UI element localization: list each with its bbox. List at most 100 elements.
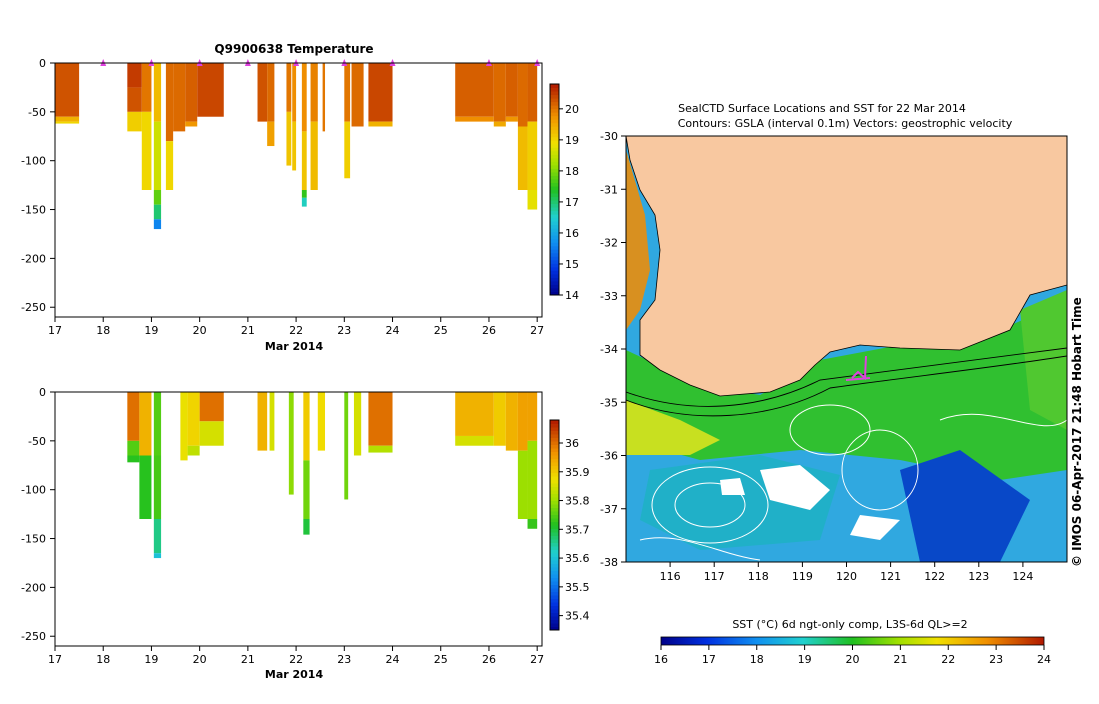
colorbar-cell-57 xyxy=(550,91,559,96)
landmass xyxy=(626,136,1067,397)
colorbar-cell-16 xyxy=(550,235,559,240)
profile-22-segment-0 xyxy=(527,63,538,122)
temperature-axes: 17 18 19 20 21 22 23 24 25 26 27 0 -50 -100 -150 -200 -2… xyxy=(21,57,544,337)
profile-14-segment-0 xyxy=(455,392,494,436)
x-tick-label-21: 21 xyxy=(241,653,255,666)
salinity-profiles xyxy=(127,392,538,559)
colorbar-cell-6 xyxy=(550,270,559,275)
map-cbar-tick-label-24: 24 xyxy=(1037,653,1051,666)
colorbar-cell-53 xyxy=(550,105,559,110)
profile-1-segment-2 xyxy=(127,111,142,132)
colorbar-cell-40 xyxy=(550,150,559,155)
x-tick-label-19: 19 xyxy=(144,324,158,337)
profile-11-segment-0 xyxy=(292,63,297,122)
colorbar-cell-52 xyxy=(550,108,559,113)
map-x-tick-label-119: 119 xyxy=(792,570,813,583)
colorbar-cell-34 xyxy=(550,507,559,512)
profile-7-segment-0 xyxy=(269,392,275,451)
profile-14-segment-0 xyxy=(322,63,326,132)
map-y-tick-label--36: -36 xyxy=(600,450,618,463)
salinity-plot-frame xyxy=(54,391,543,647)
profile-2-segment-0 xyxy=(153,392,162,456)
map-title-line2: Contours: GSLA (interval 0.1m) Vectors: … xyxy=(678,117,1013,130)
profile-10-segment-1 xyxy=(286,111,292,166)
profile-22-segment-2 xyxy=(527,190,538,210)
colorbar-cell-38 xyxy=(550,493,559,498)
colorbar-frame xyxy=(549,419,560,631)
ship-track xyxy=(845,355,871,381)
colorbar-cell-56 xyxy=(550,430,559,435)
x-tick-label-19: 19 xyxy=(144,653,158,666)
y-tick-label--150: -150 xyxy=(21,533,46,546)
colorbar-cell-20 xyxy=(550,556,559,561)
colorbar-cell-13 xyxy=(550,581,559,585)
profile-15-segment-0 xyxy=(493,392,506,446)
y-tick-label--250: -250 xyxy=(21,301,46,314)
profile-15-segment-1 xyxy=(344,121,351,179)
colorbar-cell-47 xyxy=(550,126,559,131)
profile-13-segment-1 xyxy=(368,445,393,453)
map-x-tick-label-123: 123 xyxy=(968,570,989,583)
profile-0-segment-1 xyxy=(55,116,80,122)
colorbar-cell-14 xyxy=(550,242,559,247)
temperature-xlabel: Mar 2014 xyxy=(265,340,324,353)
profile-6-segment-0 xyxy=(185,63,198,122)
colorbar-cell-29 xyxy=(550,189,559,194)
map-y-tick-label--38: -38 xyxy=(600,556,618,569)
profile-11-segment-1 xyxy=(292,121,297,171)
map-y-tick-label--34: -34 xyxy=(600,343,618,356)
profile-9-segment-0 xyxy=(267,63,275,122)
colorbar-cell-14 xyxy=(550,577,559,582)
colorbar-cell-5 xyxy=(550,273,559,278)
profile-4-segment-0 xyxy=(165,63,174,142)
colorbar-cell-9 xyxy=(550,259,559,264)
colorbar-cell-3 xyxy=(550,616,559,620)
colorbar-cell-57 xyxy=(550,427,559,431)
colorbar-cell-47 xyxy=(550,462,559,466)
colorbar-tick-label-35.8: 35.8 xyxy=(565,495,590,508)
profile-16-segment-0 xyxy=(505,392,518,451)
profile-5-segment-0 xyxy=(173,63,186,132)
colorbar-cell-18 xyxy=(550,563,559,568)
colorbar-cell-21 xyxy=(550,553,559,557)
colorbar-cell-28 xyxy=(550,528,559,533)
x-tick-label-20: 20 xyxy=(193,653,207,666)
y-tick-label--50: -50 xyxy=(28,106,46,119)
profile-9-segment-0 xyxy=(303,392,310,461)
colorbar-cell-54 xyxy=(550,101,559,106)
colorbar-cell-59 xyxy=(550,84,559,89)
sst-green-east xyxy=(1020,290,1067,430)
profile-12-segment-2 xyxy=(301,190,307,198)
profile-2-segment-2 xyxy=(153,519,162,554)
colorbar-cell-42 xyxy=(550,479,559,484)
map-x-tick-label-120: 120 xyxy=(836,570,857,583)
sst-map-panel: SealCTD Surface Locations and SST for 22… xyxy=(600,102,1084,666)
map-colorbar-ticks: 16 17 18 19 20 21 22 23 24 xyxy=(654,645,1051,666)
colorbar-cell-35 xyxy=(550,504,559,508)
sst-yellow-band xyxy=(626,400,720,455)
sst-cool-patch xyxy=(900,450,1030,562)
y-tick-label--200: -200 xyxy=(21,252,46,265)
profile-0-segment-2 xyxy=(55,121,80,124)
colorbar-cell-7 xyxy=(550,602,559,606)
colorbar-cell-32 xyxy=(550,514,559,519)
colorbar-cell-4 xyxy=(550,277,559,282)
colorbar-cell-37 xyxy=(550,161,559,166)
map-cbar-tick-label-21: 21 xyxy=(893,653,907,666)
map-colorbar-label: SST (°C) 6d ngt-only comp, L3S-6d QL>=2 xyxy=(732,618,967,631)
map-cbar-tick-label-19: 19 xyxy=(798,653,812,666)
colorbar-cell-36 xyxy=(550,164,559,169)
x-tick-label-24: 24 xyxy=(386,653,400,666)
profile-18-segment-2 xyxy=(527,519,538,529)
y-tick-label--150: -150 xyxy=(21,204,46,217)
profile-12-segment-3 xyxy=(301,197,307,207)
profile-9-segment-2 xyxy=(303,519,310,535)
colorbar-cell-51 xyxy=(550,448,559,452)
map-y-tick-label--32: -32 xyxy=(600,237,618,250)
x-tick-label-21: 21 xyxy=(241,324,255,337)
colorbar-cell-7 xyxy=(550,266,559,271)
colorbar-cell-43 xyxy=(550,140,559,145)
x-tick-label-24: 24 xyxy=(386,324,400,337)
colorbar-cell-45 xyxy=(550,133,559,138)
